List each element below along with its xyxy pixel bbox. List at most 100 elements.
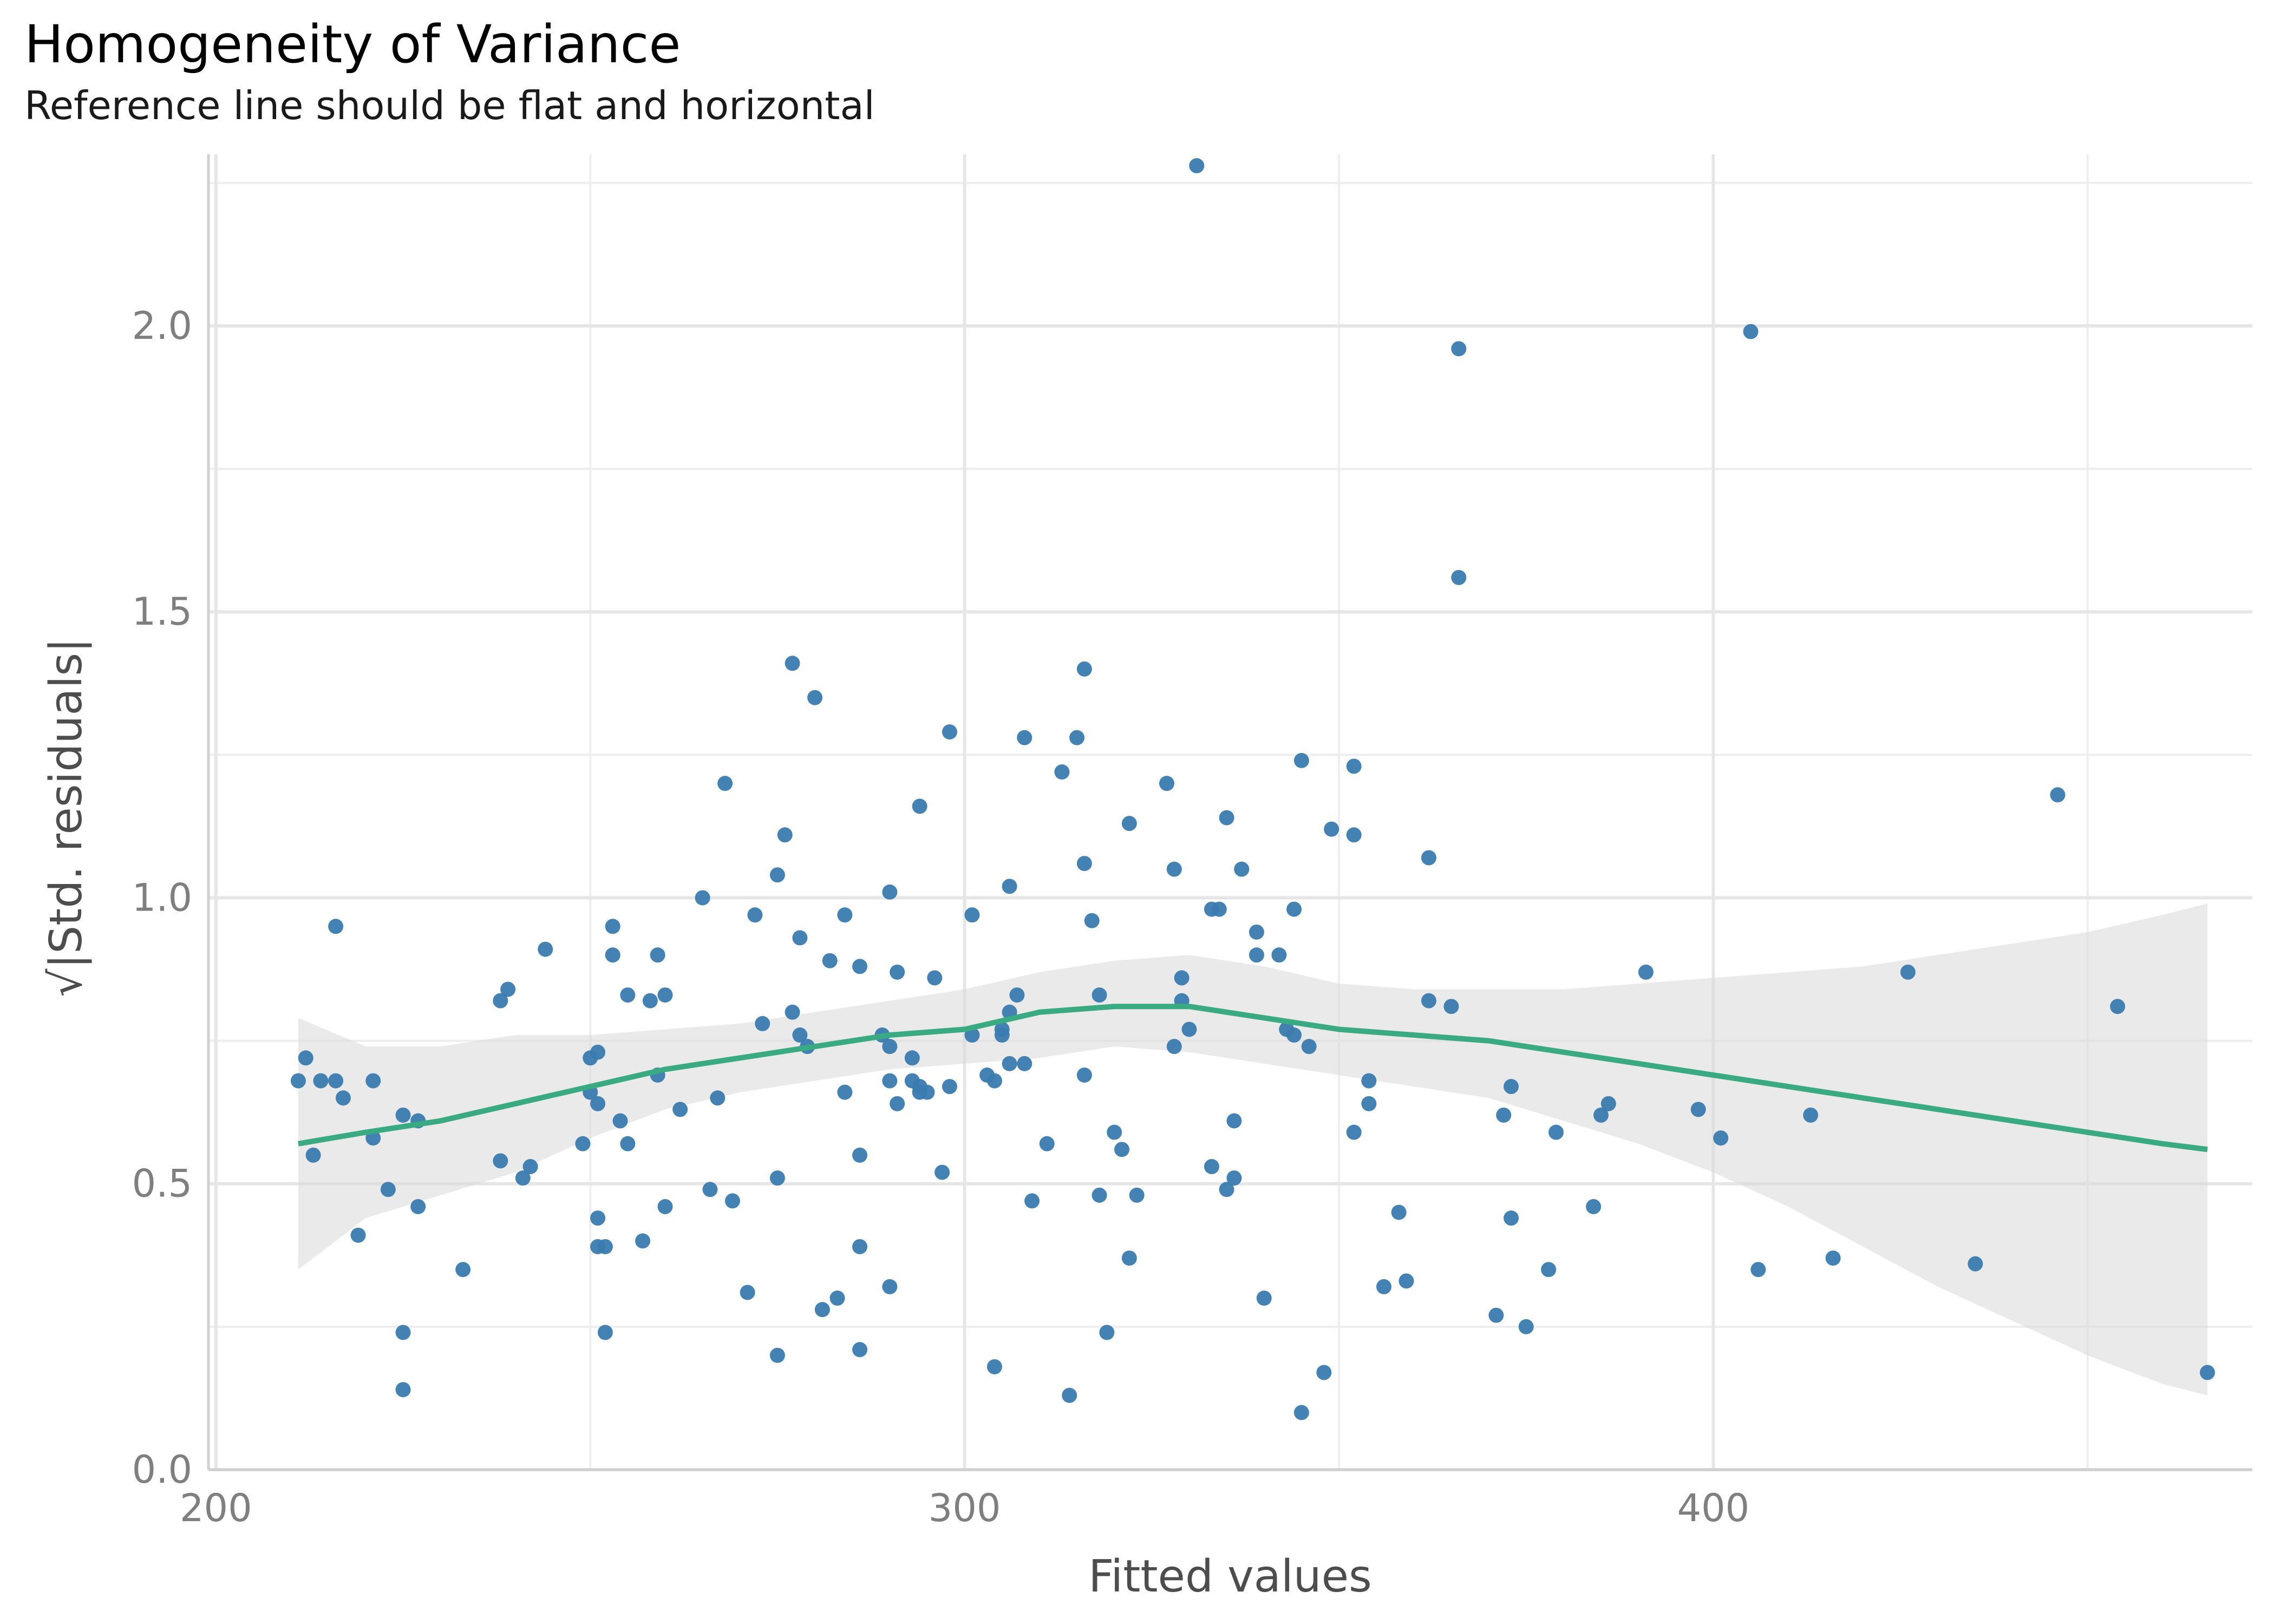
data-point — [605, 947, 620, 963]
data-point — [852, 1147, 868, 1163]
data-point — [620, 987, 636, 1003]
data-point — [769, 867, 785, 883]
data-point — [2050, 787, 2066, 803]
data-point — [1076, 856, 1092, 872]
data-point — [672, 1102, 688, 1117]
data-point — [1690, 1102, 1706, 1117]
data-point — [986, 1359, 1002, 1374]
chart-subtitle: Reference line should be flat and horizo… — [24, 83, 875, 128]
data-point — [1451, 569, 1467, 585]
confidence-band — [298, 903, 2208, 1396]
data-point — [1039, 1136, 1055, 1151]
data-point — [1324, 821, 1339, 837]
data-point — [597, 1325, 613, 1340]
data-point — [792, 1027, 808, 1043]
data-point — [1204, 1159, 1219, 1175]
data-point — [890, 1096, 905, 1111]
data-point — [1069, 730, 1085, 745]
data-point — [852, 959, 868, 974]
data-points — [290, 158, 2216, 1420]
data-point — [1249, 947, 1264, 963]
data-point — [298, 1050, 313, 1066]
data-point — [395, 1325, 411, 1340]
axes — [207, 154, 2252, 1471]
data-point — [657, 1199, 673, 1214]
x-tick-label: 200 — [180, 1486, 252, 1530]
data-point — [964, 907, 980, 923]
data-point — [1174, 970, 1190, 986]
data-point — [717, 776, 733, 791]
x-tick-label: 400 — [1677, 1486, 1750, 1530]
data-point — [964, 1027, 980, 1043]
data-point — [1293, 1405, 1309, 1420]
data-point — [313, 1073, 329, 1089]
data-point — [1092, 1187, 1107, 1203]
data-point — [365, 1073, 381, 1089]
data-point — [305, 1147, 321, 1163]
data-point — [927, 970, 943, 986]
data-point — [882, 1073, 898, 1089]
data-point — [1346, 758, 1362, 774]
data-point — [1713, 1130, 1729, 1146]
data-point — [1121, 1250, 1137, 1266]
data-point — [785, 1004, 800, 1020]
data-point — [650, 947, 665, 963]
x-tick-label: 300 — [929, 1486, 1001, 1530]
data-point — [1443, 999, 1459, 1014]
data-point — [1803, 1107, 1819, 1123]
data-point — [493, 1153, 508, 1169]
data-point — [1548, 1124, 1564, 1140]
data-point — [1750, 1262, 1766, 1278]
data-point — [1024, 1193, 1040, 1209]
data-point — [1743, 324, 1759, 339]
data-point — [1017, 1056, 1033, 1071]
data-point — [1600, 1096, 1616, 1111]
data-point — [522, 1159, 538, 1175]
data-point — [769, 1347, 785, 1363]
data-point — [986, 1073, 1002, 1089]
data-point — [493, 993, 508, 1009]
data-point — [290, 1073, 306, 1089]
data-point — [1518, 1319, 1534, 1334]
data-point — [2200, 1365, 2216, 1380]
data-point — [455, 1262, 471, 1278]
data-point — [590, 1096, 606, 1111]
data-point — [1968, 1256, 1983, 1272]
data-point — [935, 1164, 950, 1180]
data-point — [919, 1084, 935, 1100]
data-point — [942, 724, 957, 740]
data-point — [702, 1182, 718, 1197]
data-point — [1293, 752, 1309, 768]
data-point — [1234, 861, 1250, 877]
data-point — [1316, 1365, 1332, 1380]
y-tick-label: 0.0 — [132, 1448, 192, 1492]
data-point — [1107, 1124, 1122, 1140]
data-point — [328, 1073, 344, 1089]
data-point — [1166, 1039, 1182, 1055]
data-point — [1346, 827, 1362, 843]
data-point — [597, 1239, 613, 1254]
data-point — [1159, 776, 1174, 791]
data-point — [1421, 850, 1436, 866]
data-point — [890, 964, 905, 980]
data-point — [1084, 913, 1100, 928]
data-point — [1002, 1056, 1017, 1071]
data-point — [755, 1016, 770, 1031]
data-point — [1638, 964, 1654, 980]
smooth-line — [298, 1004, 2208, 1152]
data-point — [1593, 1107, 1609, 1123]
y-tick-label: 1.5 — [132, 590, 192, 634]
y-tick-label: 0.5 — [132, 1162, 192, 1206]
data-point — [769, 1170, 785, 1186]
data-point — [1009, 987, 1025, 1003]
data-point — [822, 953, 838, 968]
data-point — [994, 1027, 1010, 1043]
data-point — [1211, 901, 1227, 917]
chart-title: Homogeneity of Variance — [24, 14, 681, 75]
data-point — [1541, 1262, 1557, 1278]
y-axis-label: √|Std. residuals| — [41, 638, 92, 997]
data-point — [1361, 1073, 1377, 1089]
data-point — [1226, 1113, 1242, 1129]
confidence-band-area — [298, 903, 2208, 1396]
